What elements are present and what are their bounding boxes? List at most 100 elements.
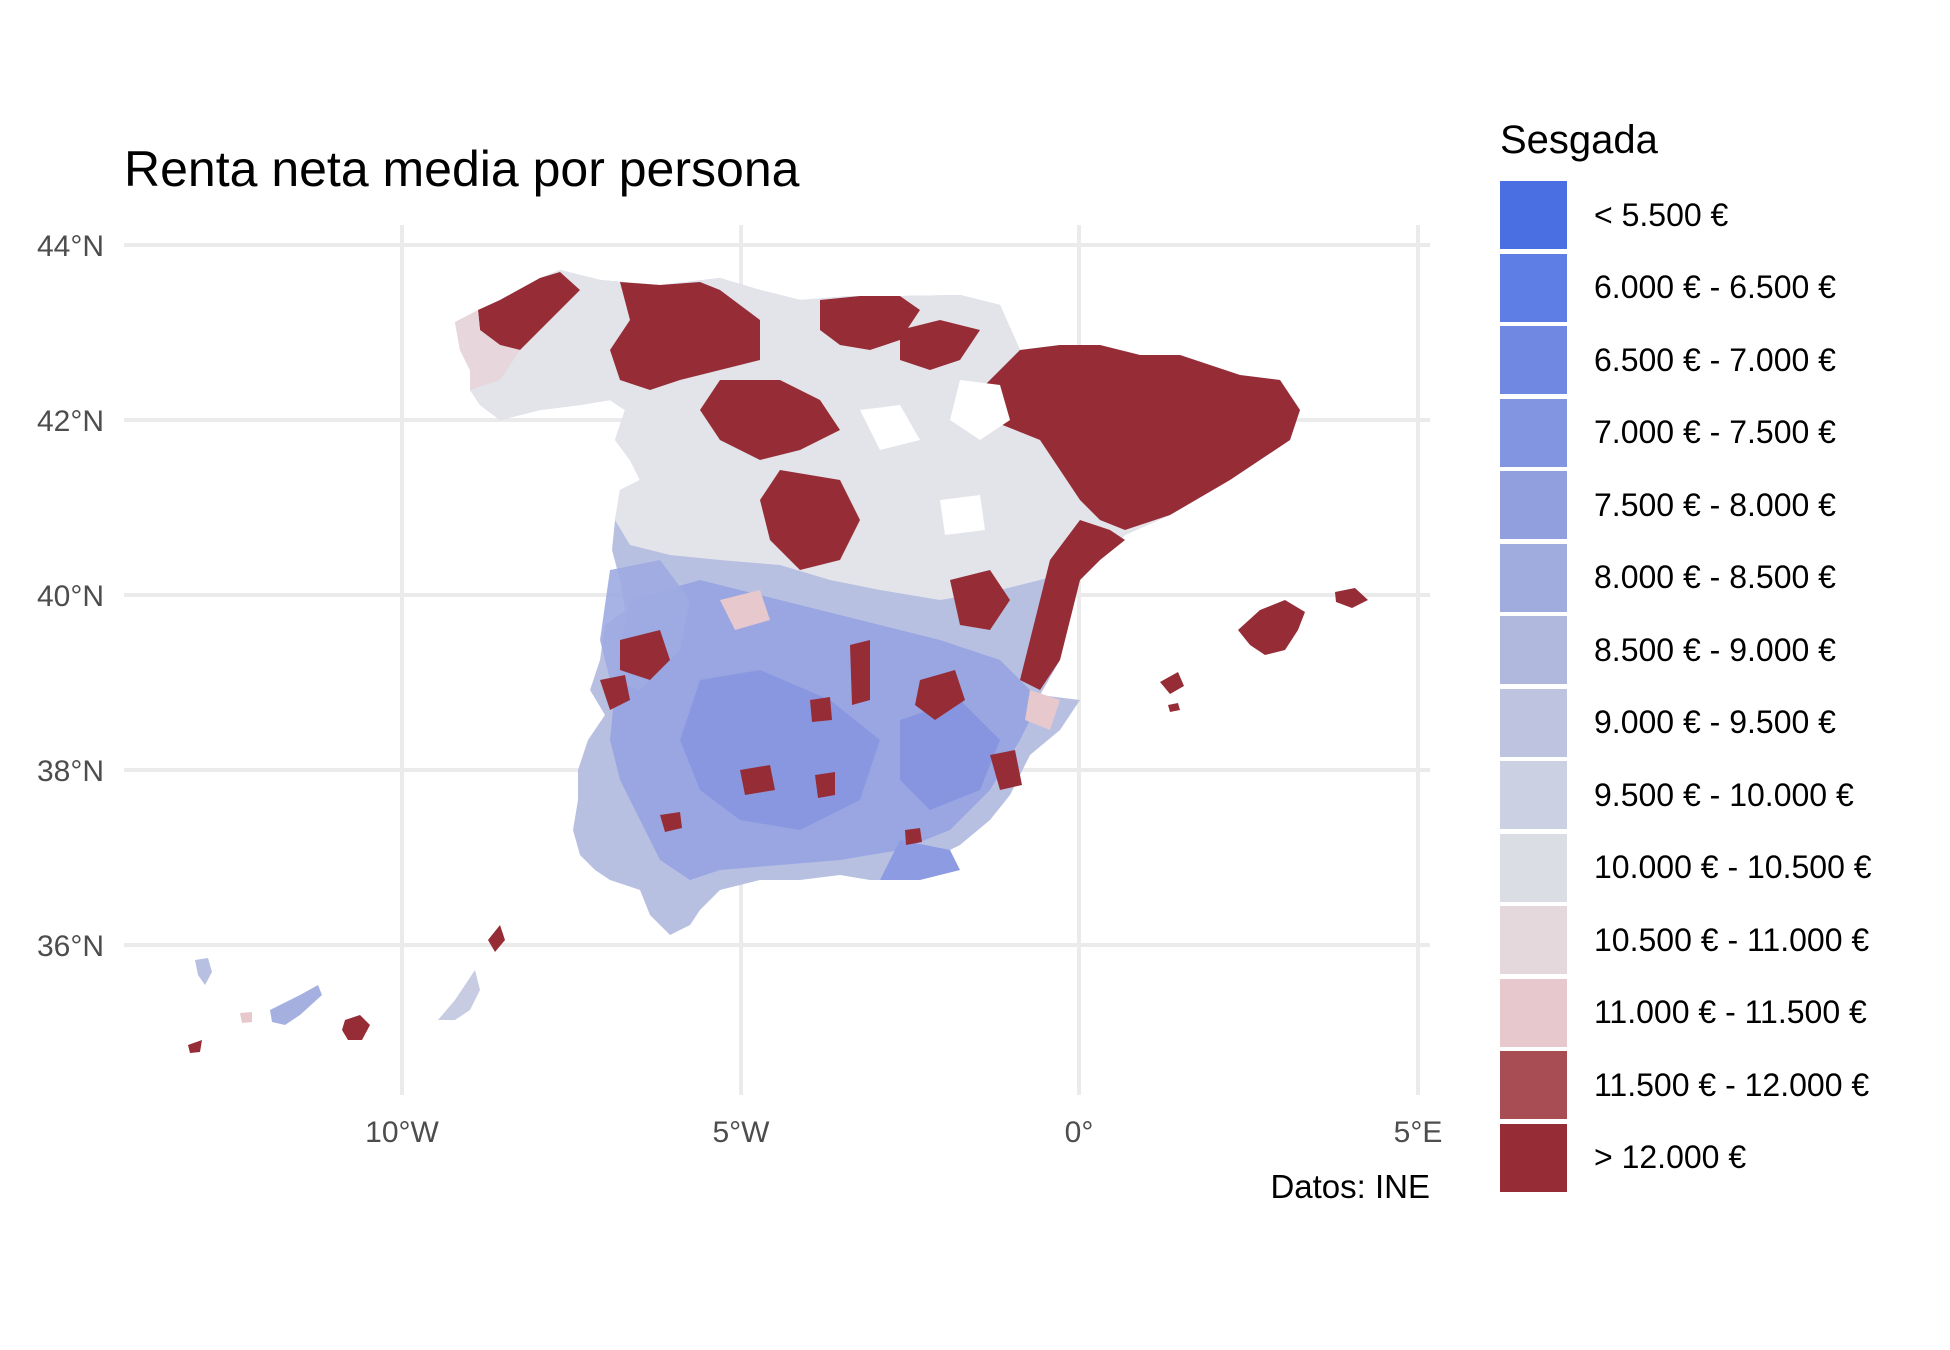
legend-swatch bbox=[1500, 906, 1567, 975]
legend-swatch bbox=[1500, 1051, 1567, 1120]
legend-swatch bbox=[1500, 688, 1567, 757]
legend-label: 10.500 € - 11.000 € bbox=[1594, 921, 1870, 958]
legend-item: 10.500 € - 11.000 € bbox=[1500, 904, 1872, 977]
galicia-red bbox=[478, 272, 580, 350]
la-palma bbox=[195, 958, 212, 985]
legend-item: 8.000 € - 8.500 € bbox=[1500, 542, 1872, 615]
albacete-red bbox=[915, 670, 965, 720]
y-tick-labels: 44°N 42°N 40°N 38°N 36°N bbox=[37, 230, 104, 963]
pink-patch-1 bbox=[720, 590, 770, 630]
legend-item: 7.500 € - 8.000 € bbox=[1500, 469, 1872, 542]
legend-swatch bbox=[1500, 181, 1567, 250]
x-tick-10w: 10°W bbox=[365, 1116, 439, 1149]
granada-red bbox=[810, 697, 832, 722]
navarra-light bbox=[950, 380, 1010, 440]
jaen-red bbox=[815, 772, 835, 798]
legend-item: 10.000 € - 10.500 € bbox=[1500, 832, 1872, 905]
legend-label: 11.500 € - 12.000 € bbox=[1594, 1066, 1870, 1103]
legend-item: 11.000 € - 11.500 € bbox=[1500, 977, 1872, 1050]
y-tick-36: 36°N bbox=[37, 930, 104, 963]
mainland-blue-deep-2 bbox=[900, 700, 1000, 810]
legend-label: 7.000 € - 7.500 € bbox=[1594, 414, 1836, 451]
y-tick-38: 38°N bbox=[37, 755, 104, 788]
legend-item: < 5.500 € bbox=[1500, 179, 1872, 252]
legend-label: 6.000 € - 6.500 € bbox=[1594, 269, 1836, 306]
legend-item: 8.500 € - 9.000 € bbox=[1500, 614, 1872, 687]
balearic-islands bbox=[1160, 588, 1368, 712]
canary-islands bbox=[188, 925, 505, 1053]
castilla-red-band-2 bbox=[760, 470, 860, 570]
cordoba-red bbox=[740, 765, 775, 795]
legend-label: < 5.500 € bbox=[1594, 196, 1729, 233]
legend-label: 7.500 € - 8.000 € bbox=[1594, 486, 1836, 523]
menorca bbox=[1335, 588, 1368, 608]
x-tick-5w: 5°W bbox=[713, 1116, 771, 1149]
legend-item: 6.000 € - 6.500 € bbox=[1500, 252, 1872, 325]
sevilla-red bbox=[660, 812, 682, 832]
legend-label: 6.500 € - 7.000 € bbox=[1594, 341, 1836, 378]
aragon-catalonia-red bbox=[980, 345, 1300, 530]
valencia-red bbox=[1020, 520, 1125, 690]
legend-item: 11.500 € - 12.000 € bbox=[1500, 1049, 1872, 1122]
asturias-leon-red bbox=[610, 282, 760, 390]
mallorca bbox=[1238, 600, 1305, 655]
la-gomera bbox=[240, 1012, 252, 1023]
legend-swatch bbox=[1500, 833, 1567, 902]
white-patch-2 bbox=[940, 495, 985, 535]
legend-swatch bbox=[1500, 616, 1567, 685]
legend-label: 9.500 € - 10.000 € bbox=[1594, 776, 1854, 813]
pink-patch-2 bbox=[1025, 690, 1060, 730]
legend-items: < 5.500 € 6.000 € - 6.500 € 6.500 € - 7.00… bbox=[1500, 179, 1872, 1194]
source-caption: Datos: INE bbox=[1270, 1168, 1430, 1205]
formentera bbox=[1168, 703, 1180, 712]
tenerife bbox=[270, 985, 322, 1025]
map-title: Renta neta media por persona bbox=[124, 141, 800, 197]
legend-label: 9.000 € - 9.500 € bbox=[1594, 704, 1836, 741]
legend-title: Sesgada bbox=[1500, 118, 1658, 162]
white-patch-1 bbox=[860, 405, 920, 450]
cantabria-red bbox=[820, 296, 920, 350]
y-tick-40: 40°N bbox=[37, 580, 104, 613]
legend-swatch bbox=[1500, 471, 1567, 540]
galicia-light bbox=[455, 310, 520, 390]
legend-item: 9.000 € - 9.500 € bbox=[1500, 687, 1872, 760]
x-tick-0: 0° bbox=[1065, 1116, 1094, 1149]
legend-item: 6.500 € - 7.000 € bbox=[1500, 324, 1872, 397]
legend-label: 8.500 € - 9.000 € bbox=[1594, 631, 1836, 668]
legend-swatch bbox=[1500, 1123, 1567, 1192]
castilla-red-north bbox=[900, 320, 980, 370]
legend-item: 7.000 € - 7.500 € bbox=[1500, 397, 1872, 470]
legend: Sesgada < 5.500 € 6.000 € - 6.500 € 6.500 … bbox=[1500, 118, 1872, 1194]
legend-label: > 12.000 € bbox=[1594, 1139, 1747, 1176]
legend-swatch bbox=[1500, 398, 1567, 467]
y-tick-42: 42°N bbox=[37, 405, 104, 438]
murcia-red bbox=[990, 750, 1022, 790]
legend-swatch bbox=[1500, 978, 1567, 1047]
y-tick-44: 44°N bbox=[37, 230, 104, 263]
extremadura-red bbox=[620, 630, 670, 680]
lanzarote bbox=[488, 925, 505, 952]
legend-label: 11.000 € - 11.500 € bbox=[1594, 994, 1867, 1031]
legend-swatch bbox=[1500, 761, 1567, 830]
almeria-red bbox=[905, 828, 922, 845]
legend-label: 10.000 € - 10.500 € bbox=[1594, 849, 1872, 886]
legend-label: 8.000 € - 8.500 € bbox=[1594, 559, 1836, 596]
legend-swatch bbox=[1500, 543, 1567, 612]
x-tick-labels: 10°W 5°W 0° 5°E bbox=[365, 1116, 1442, 1149]
mainland-south-coast-blue bbox=[880, 840, 960, 880]
ibiza bbox=[1160, 672, 1184, 694]
ciudad-real-red bbox=[850, 640, 870, 705]
castilla-red-band bbox=[700, 380, 840, 460]
x-tick-5e: 5°E bbox=[1394, 1116, 1443, 1149]
gran-canaria bbox=[342, 1015, 370, 1040]
legend-item: > 12.000 € bbox=[1500, 1122, 1872, 1195]
el-hierro bbox=[188, 1040, 202, 1053]
east-red-patch bbox=[950, 570, 1010, 630]
fuerteventura bbox=[438, 970, 480, 1020]
legend-item: 9.500 € - 10.000 € bbox=[1500, 759, 1872, 832]
legend-swatch bbox=[1500, 253, 1567, 322]
legend-swatch bbox=[1500, 326, 1567, 395]
spain-mainland bbox=[455, 270, 1300, 935]
badajoz-red bbox=[600, 675, 630, 710]
